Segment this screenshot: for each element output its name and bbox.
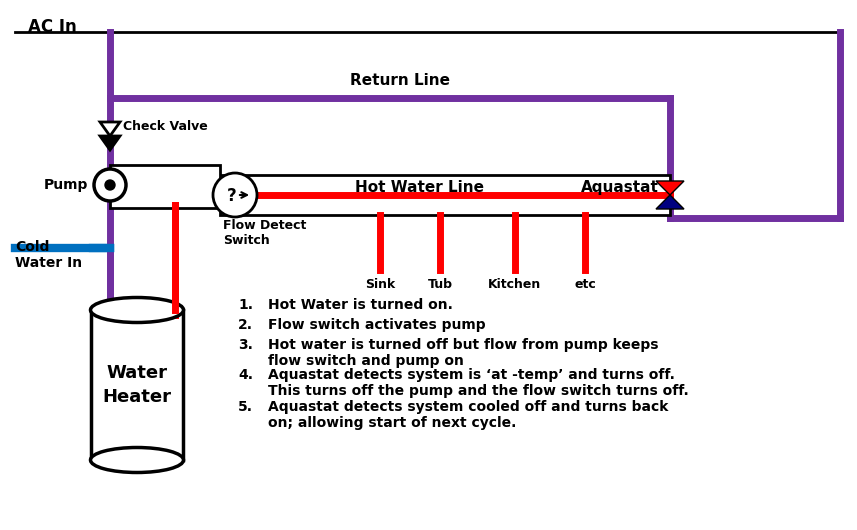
Text: Flow switch activates pump: Flow switch activates pump (268, 318, 486, 332)
Text: ?: ? (227, 187, 237, 205)
Text: 4.: 4. (238, 368, 253, 382)
Circle shape (94, 169, 126, 201)
Text: Sink: Sink (365, 278, 395, 291)
Bar (91, 310, 184, 460)
Text: Check Valve: Check Valve (123, 119, 207, 132)
Bar (110, 165, 220, 208)
Text: Water
Heater: Water Heater (103, 364, 171, 407)
Text: Pump: Pump (44, 178, 88, 192)
Text: 2.: 2. (238, 318, 253, 332)
Circle shape (105, 180, 115, 190)
Polygon shape (100, 136, 120, 150)
Text: Hot water is turned off but flow from pump keeps
flow switch and pump on: Hot water is turned off but flow from pu… (268, 338, 658, 368)
Polygon shape (656, 181, 684, 195)
Ellipse shape (91, 447, 183, 473)
Text: Aquastat detects system is ‘at -temp’ and turns off.
This turns off the pump and: Aquastat detects system is ‘at -temp’ an… (268, 368, 689, 398)
Text: Tub: Tub (428, 278, 452, 291)
Text: Kitchen: Kitchen (488, 278, 542, 291)
Polygon shape (100, 122, 120, 136)
Text: Hot Water is turned on.: Hot Water is turned on. (268, 298, 452, 312)
Text: Cold
Water In: Cold Water In (15, 240, 82, 270)
Text: Return Line: Return Line (350, 73, 450, 88)
Text: Flow Detect
Switch: Flow Detect Switch (223, 219, 306, 247)
Ellipse shape (91, 297, 183, 322)
Text: Aquastat detects system cooled off and turns back
on; allowing start of next cyc: Aquastat detects system cooled off and t… (268, 400, 668, 430)
Text: Aquastat: Aquastat (581, 180, 659, 195)
Text: Hot Water Line: Hot Water Line (356, 181, 484, 196)
Polygon shape (656, 195, 684, 209)
Bar (220, 175, 670, 215)
Text: 3.: 3. (238, 338, 253, 352)
Circle shape (213, 173, 257, 217)
Text: 5.: 5. (238, 400, 253, 414)
Text: AC In: AC In (28, 18, 77, 36)
Text: 1.: 1. (238, 298, 253, 312)
Text: etc: etc (574, 278, 596, 291)
